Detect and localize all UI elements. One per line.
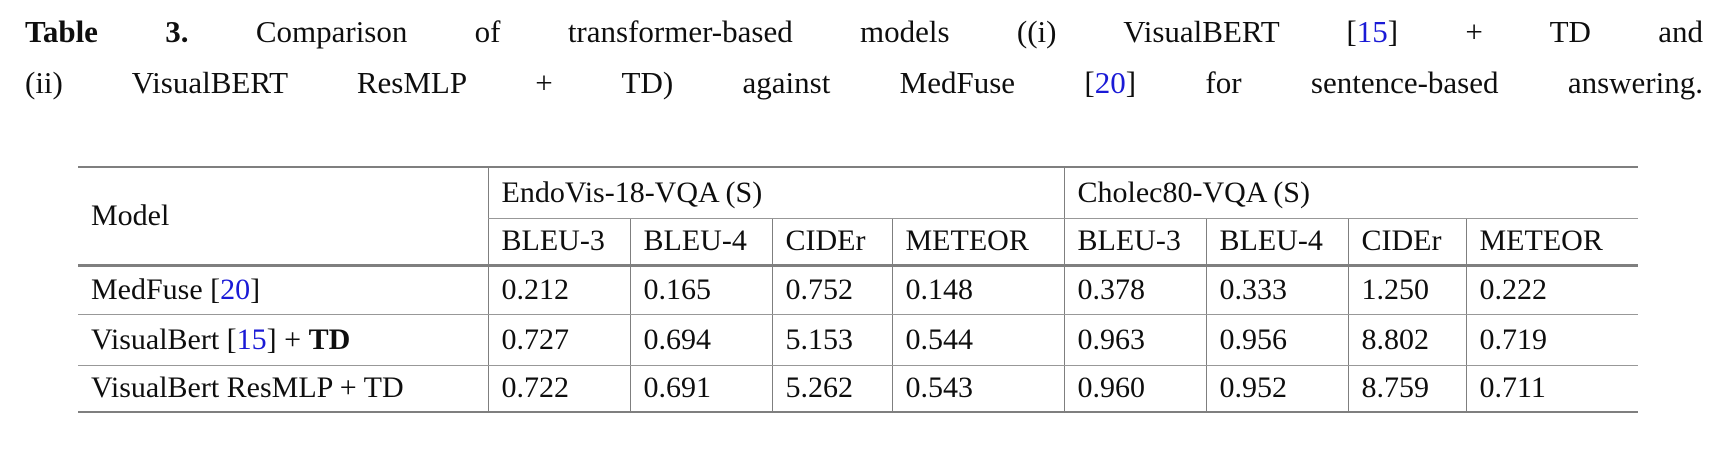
caption-text: Comparison of transformer-based models (… <box>188 14 1357 49</box>
caption-line-1: Table 3. Comparison of transformer-based… <box>25 6 1703 57</box>
table-caption: Table 3. Comparison of transformer-based… <box>25 6 1703 108</box>
header-group-row: Model EndoVis-18-VQA (S) Cholec80-VQA (S… <box>78 167 1639 267</box>
value-cell: 0.543 <box>891 365 1064 412</box>
model-name-cell: VisualBert [15] + TD <box>78 314 488 366</box>
model-name-text: VisualBert [ <box>91 322 237 356</box>
model-name-text: VisualBert ResMLP + TD <box>91 371 404 405</box>
citation-ref-15[interactable]: 15 <box>1356 14 1388 49</box>
value-cell: 5.153 <box>771 314 892 366</box>
value-cell: 0.963 <box>1063 314 1206 366</box>
metric-header-cholec80-cider: CIDEr <box>1347 218 1466 267</box>
value-cell: 0.711 <box>1465 365 1639 412</box>
citation-ref-15[interactable]: 15 <box>236 322 267 356</box>
value-cell: 0.727 <box>487 314 630 366</box>
value-cell: 0.722 <box>487 365 630 412</box>
caption-text: ] + TD and <box>1387 14 1703 49</box>
model-name-text: ] + <box>266 322 309 356</box>
value-cell: 0.333 <box>1205 265 1348 315</box>
model-name-text: MedFuse [ <box>91 273 221 306</box>
model-name-text: ] <box>250 273 261 306</box>
value-cell: 0.544 <box>891 314 1064 366</box>
value-cell: 0.694 <box>629 314 772 366</box>
citation-ref-20[interactable]: 20 <box>220 273 251 306</box>
value-cell: 0.148 <box>891 265 1064 315</box>
group-header-endovis: EndoVis-18-VQA (S) <box>487 167 1064 219</box>
value-cell: 0.960 <box>1063 365 1206 412</box>
col-header-model: Model <box>78 167 488 267</box>
value-cell: 5.262 <box>771 365 892 412</box>
metric-header-endovis-bleu4: BLEU-4 <box>629 218 772 267</box>
caption-line-2: (ii) VisualBERT ResMLP + TD) against Med… <box>25 57 1703 108</box>
metric-header-endovis-cider: CIDEr <box>771 218 892 267</box>
table-row-visualbert-resmlp-td: VisualBert ResMLP + TD 0.722 0.691 5.262… <box>78 365 1639 412</box>
value-cell: 0.719 <box>1465 314 1639 366</box>
value-cell: 8.802 <box>1347 314 1466 366</box>
table-row-visualbert-td: VisualBert [15] + TD 0.727 0.694 5.153 0… <box>78 314 1639 366</box>
caption-text: (ii) VisualBERT ResMLP + TD) against Med… <box>25 65 1095 100</box>
metric-header-cholec80-bleu3: BLEU-3 <box>1063 218 1206 267</box>
value-cell: 0.378 <box>1063 265 1206 315</box>
caption-table-number: Table 3. <box>25 14 189 49</box>
model-name-cell: MedFuse [20] <box>78 265 488 315</box>
model-name-cell: VisualBert ResMLP + TD <box>78 365 488 412</box>
model-name-bold-text: TD <box>308 322 351 356</box>
value-cell: 0.222 <box>1465 265 1639 315</box>
metric-header-cholec80-bleu4: BLEU-4 <box>1205 218 1348 267</box>
metric-header-endovis-meteor: METEOR <box>891 218 1064 267</box>
results-table: Model EndoVis-18-VQA (S) Cholec80-VQA (S… <box>78 166 1639 413</box>
header-metric-row: BLEU-3 BLEU-4 CIDEr METEOR BLEU-3 BLEU-4… <box>78 218 1639 267</box>
value-cell: 8.759 <box>1347 365 1466 412</box>
value-cell: 1.250 <box>1347 265 1466 315</box>
value-cell: 0.956 <box>1205 314 1348 366</box>
value-cell: 0.752 <box>771 265 892 315</box>
value-cell: 0.212 <box>487 265 630 315</box>
group-header-cholec80: Cholec80-VQA (S) <box>1063 167 1639 219</box>
metric-header-endovis-bleu3: BLEU-3 <box>487 218 630 267</box>
citation-ref-20[interactable]: 20 <box>1094 65 1126 100</box>
value-cell: 0.691 <box>629 365 772 412</box>
value-cell: 0.165 <box>629 265 772 315</box>
table-row-medfuse: MedFuse [20] 0.212 0.165 0.752 0.148 0.3… <box>78 265 1639 315</box>
caption-text: ] for sentence-based answering. <box>1125 65 1703 100</box>
metric-header-cholec80-meteor: METEOR <box>1465 218 1639 267</box>
value-cell: 0.952 <box>1205 365 1348 412</box>
